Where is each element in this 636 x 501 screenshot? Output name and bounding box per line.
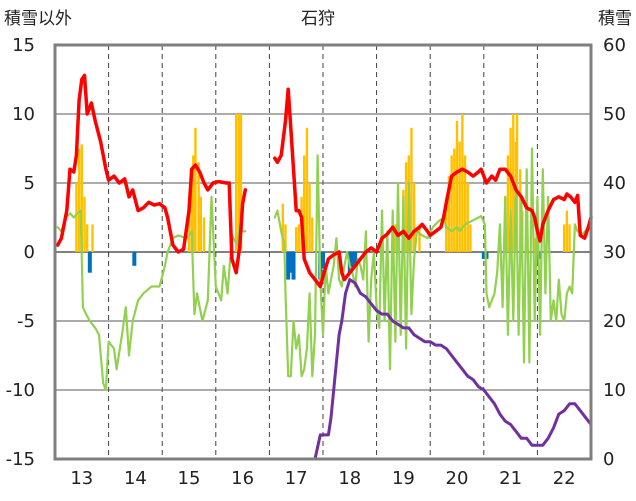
orange-bar bbox=[297, 224, 301, 252]
orange-bar bbox=[284, 224, 287, 252]
blue-bar bbox=[353, 252, 358, 266]
orange-bar bbox=[190, 176, 193, 252]
left-axis-label: 積雪以外 bbox=[4, 9, 72, 29]
orange-bar bbox=[455, 120, 459, 253]
blue-bar bbox=[288, 252, 293, 273]
left-tick-label: -5 bbox=[17, 311, 35, 332]
right-tick-label: 20 bbox=[603, 311, 626, 332]
orange-bar bbox=[418, 224, 421, 252]
orange-bar bbox=[450, 155, 453, 252]
left-tick-label: -10 bbox=[6, 380, 35, 401]
blue-bar bbox=[538, 252, 543, 259]
orange-bar bbox=[461, 114, 464, 252]
left-tick-label: -15 bbox=[6, 449, 35, 470]
left-tick-label: 10 bbox=[12, 104, 35, 125]
orange-bar bbox=[83, 196, 86, 252]
red-line bbox=[273, 87, 593, 289]
orange-bar bbox=[394, 224, 397, 252]
blue-bar bbox=[132, 252, 137, 266]
orange-bar bbox=[568, 224, 571, 252]
orange-bar bbox=[563, 224, 566, 252]
right-tick-label: 10 bbox=[603, 380, 626, 401]
orange-bar bbox=[447, 176, 451, 252]
left-tick-label: 0 bbox=[24, 242, 35, 263]
orange-bar bbox=[85, 224, 89, 252]
x-tick-label: 17 bbox=[285, 468, 308, 489]
x-tick-label: 13 bbox=[70, 468, 93, 489]
orange-bar bbox=[308, 183, 311, 252]
orange-bar bbox=[197, 162, 200, 252]
orange-bar bbox=[281, 203, 284, 252]
orange-bar bbox=[91, 224, 94, 252]
orange-bar bbox=[410, 127, 413, 252]
right-tick-label: 0 bbox=[603, 449, 614, 470]
x-tick-label: 15 bbox=[178, 468, 201, 489]
orange-bar bbox=[311, 217, 314, 252]
orange-bar bbox=[469, 224, 472, 252]
orange-bar bbox=[234, 114, 238, 252]
x-tick-label: 19 bbox=[392, 468, 415, 489]
green-line bbox=[273, 147, 593, 378]
left-tick-label: 5 bbox=[24, 173, 35, 194]
orange-bar bbox=[533, 238, 536, 252]
orange-bar bbox=[506, 155, 510, 252]
orange-bar bbox=[565, 210, 569, 252]
x-tick-label: 21 bbox=[499, 468, 522, 489]
plot-frame bbox=[53, 43, 593, 461]
right-tick-label: 30 bbox=[603, 242, 626, 263]
orange-bar bbox=[305, 127, 309, 252]
orange-bar bbox=[202, 217, 206, 252]
orange-bar bbox=[77, 148, 81, 252]
orange-bar bbox=[412, 183, 416, 252]
blue-bar bbox=[291, 252, 296, 280]
orange-bar bbox=[303, 155, 306, 252]
right-tick-label: 40 bbox=[603, 173, 626, 194]
x-tick-label: 18 bbox=[338, 468, 361, 489]
orange-bar bbox=[239, 114, 243, 252]
orange-bar bbox=[466, 183, 469, 252]
right-axis-label: 積雪 bbox=[598, 9, 632, 29]
plot-border bbox=[53, 43, 593, 461]
blue-bar bbox=[535, 252, 540, 266]
blue-bar bbox=[87, 252, 92, 273]
orange-bar bbox=[453, 148, 456, 252]
left-tick-label: 15 bbox=[12, 35, 35, 56]
x-tick-label: 14 bbox=[124, 468, 147, 489]
orange-bar bbox=[295, 227, 298, 252]
line-series bbox=[53, 73, 593, 461]
blue-bar bbox=[350, 252, 355, 269]
orange-bar bbox=[237, 114, 241, 252]
right-tick-label: 50 bbox=[603, 104, 626, 125]
blue-bar bbox=[321, 252, 325, 269]
green-line bbox=[56, 195, 247, 392]
x-tick-label: 20 bbox=[446, 468, 469, 489]
purple-line bbox=[53, 278, 593, 461]
orange-bar bbox=[75, 183, 78, 252]
x-tick-label: 16 bbox=[231, 468, 254, 489]
orange-bar bbox=[463, 155, 467, 252]
orange-bar bbox=[404, 162, 408, 252]
blue-bar bbox=[286, 252, 291, 280]
orange-bar bbox=[509, 127, 512, 252]
red-line bbox=[55, 73, 248, 275]
right-tick-label: 60 bbox=[603, 35, 626, 56]
x-tick-label: 22 bbox=[553, 468, 576, 489]
blue-bar bbox=[481, 252, 486, 259]
orange-bar bbox=[199, 196, 202, 252]
orange-bar bbox=[192, 155, 195, 252]
orange-bar bbox=[80, 144, 83, 252]
orange-bar bbox=[187, 210, 191, 252]
orange-bar bbox=[458, 141, 461, 252]
orange-bar bbox=[194, 127, 197, 252]
chart-title: 石狩 bbox=[301, 9, 335, 29]
